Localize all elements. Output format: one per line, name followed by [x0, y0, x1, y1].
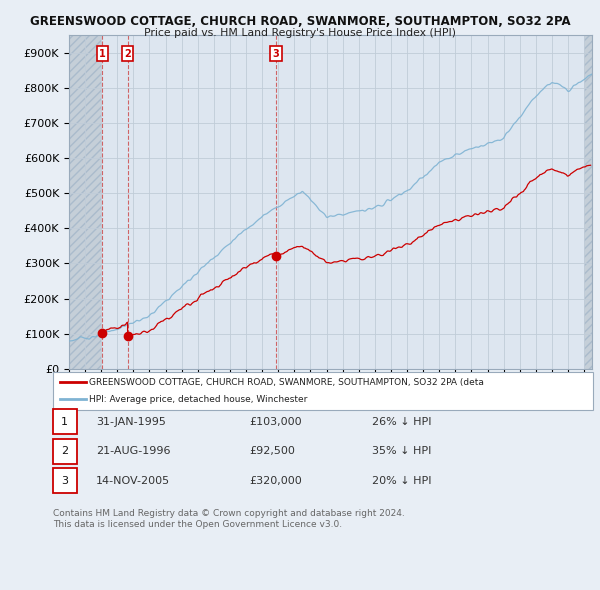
Bar — [69, 35, 101, 369]
Text: 20% ↓ HPI: 20% ↓ HPI — [372, 476, 431, 486]
Text: £103,000: £103,000 — [249, 417, 302, 427]
Text: £92,500: £92,500 — [249, 447, 295, 456]
Text: 2: 2 — [124, 49, 131, 59]
Text: 35% ↓ HPI: 35% ↓ HPI — [372, 447, 431, 456]
Text: £320,000: £320,000 — [249, 476, 302, 486]
Text: 31-JAN-1995: 31-JAN-1995 — [96, 417, 166, 427]
Text: GREENSWOOD COTTAGE, CHURCH ROAD, SWANMORE, SOUTHAMPTON, SO32 2PA (deta: GREENSWOOD COTTAGE, CHURCH ROAD, SWANMOR… — [89, 378, 484, 387]
Text: 1: 1 — [99, 49, 106, 59]
Text: Contains HM Land Registry data © Crown copyright and database right 2024.
This d: Contains HM Land Registry data © Crown c… — [53, 509, 404, 529]
Text: 2: 2 — [61, 447, 68, 456]
Text: 3: 3 — [273, 49, 280, 59]
Text: 1: 1 — [61, 417, 68, 427]
Text: 3: 3 — [61, 476, 68, 486]
Text: 26% ↓ HPI: 26% ↓ HPI — [372, 417, 431, 427]
Text: 14-NOV-2005: 14-NOV-2005 — [96, 476, 170, 486]
Bar — [584, 35, 592, 369]
Text: Price paid vs. HM Land Registry's House Price Index (HPI): Price paid vs. HM Land Registry's House … — [144, 28, 456, 38]
Text: GREENSWOOD COTTAGE, CHURCH ROAD, SWANMORE, SOUTHAMPTON, SO32 2PA: GREENSWOOD COTTAGE, CHURCH ROAD, SWANMOR… — [29, 15, 571, 28]
Text: HPI: Average price, detached house, Winchester: HPI: Average price, detached house, Winc… — [89, 395, 307, 404]
Text: 21-AUG-1996: 21-AUG-1996 — [96, 447, 170, 456]
